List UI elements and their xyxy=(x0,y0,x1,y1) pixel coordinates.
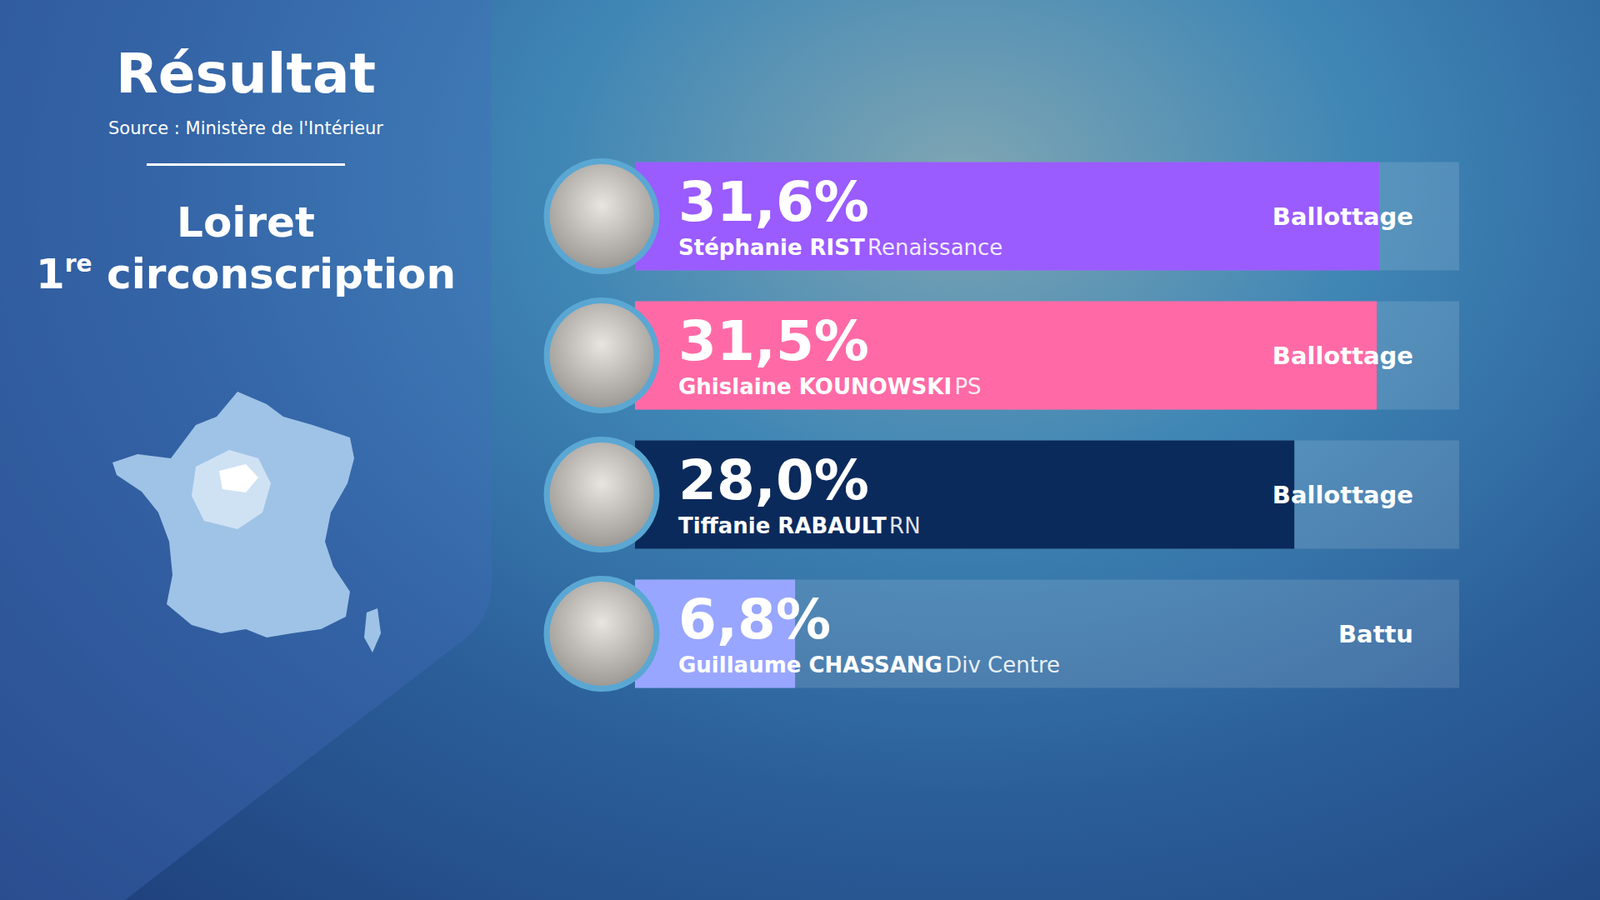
svg-text:31,6%: 31,6% xyxy=(678,170,870,235)
svg-text:Div Centre: Div Centre xyxy=(945,652,1060,678)
svg-text:PS: PS xyxy=(954,374,981,400)
html-text:1recirconscription: 1recirconscription xyxy=(35,250,456,299)
svg-text:Battu: Battu xyxy=(1338,620,1414,649)
svg-text:Guillaume CHASSANG: Guillaume CHASSANG xyxy=(678,652,943,678)
svg-text:Renaissance: Renaissance xyxy=(867,235,1003,260)
svg-text:Tiffanie RABAULT: Tiffanie RABAULT xyxy=(678,513,887,539)
svg-text:6,8%: 6,8% xyxy=(678,587,831,652)
svg-text:Ghislaine KOUNOWSKI: Ghislaine KOUNOWSKI xyxy=(678,374,952,400)
svg-text:28,0%: 28,0% xyxy=(678,448,870,513)
svg-text:RN: RN xyxy=(889,513,921,539)
html-text:Source : Ministère de l'Intéri: Source : Ministère de l'Intérieur xyxy=(108,118,384,139)
svg-text:Ballottage: Ballottage xyxy=(1272,480,1414,510)
svg-text:Ballottage: Ballottage xyxy=(1272,202,1414,231)
svg-text:31,5%: 31,5% xyxy=(678,309,870,374)
html-text:Résultat: Résultat xyxy=(115,41,376,106)
svg-text:Ballottage: Ballottage xyxy=(1272,341,1414,370)
html-text:Loiret: Loiret xyxy=(176,198,315,247)
svg-text:Stéphanie RIST: Stéphanie RIST xyxy=(678,235,865,260)
